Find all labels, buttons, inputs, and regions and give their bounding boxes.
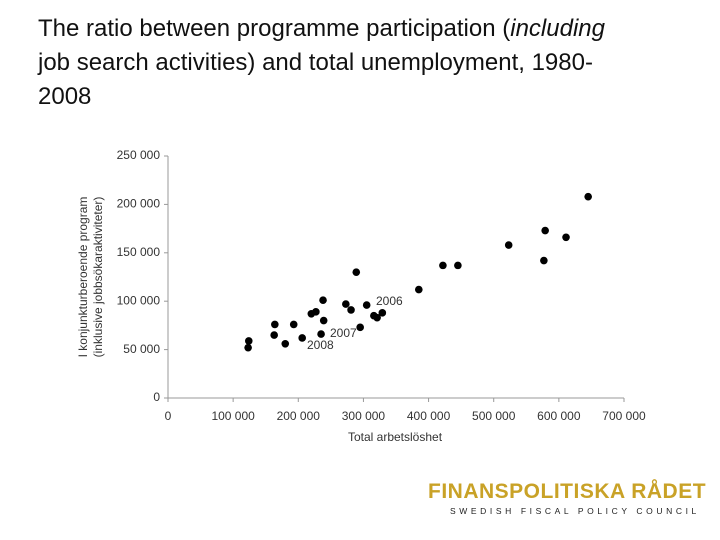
point: [541, 226, 549, 235]
title: The ratio between programme participatio…: [38, 12, 608, 114]
point: [270, 331, 278, 339]
annotation: 2008: [307, 338, 334, 352]
y-axis-label: (inklusive jobbsökaraktiviteter): [91, 197, 105, 358]
point: [439, 261, 447, 270]
point: [281, 339, 290, 348]
point: [504, 241, 513, 249]
point: [319, 296, 327, 305]
point: [244, 343, 252, 352]
point: [352, 268, 361, 276]
point: [319, 316, 328, 325]
x-tick-label: 700 000: [602, 409, 646, 423]
x-tick-label: 300 000: [342, 409, 386, 423]
point: [356, 323, 364, 332]
point: [540, 256, 548, 265]
x-tick-label: 100 000: [211, 409, 255, 423]
y-tick-label: 150 000: [117, 245, 161, 259]
x-tick-label: 600 000: [537, 409, 581, 423]
annotation: 2006: [376, 294, 403, 308]
point: [584, 192, 592, 201]
y-axis-label: I konjunkturberoende program: [76, 197, 90, 358]
point: [454, 261, 462, 270]
point: [342, 300, 350, 308]
y-tick-label: 250 000: [117, 148, 161, 162]
annotation: 2007: [330, 326, 357, 340]
x-tick-label: 400 000: [407, 409, 451, 423]
x-axis-label: Total arbetslöshet: [348, 430, 443, 444]
y-tick-label: 100 000: [117, 293, 161, 307]
y-tick-label: 200 000: [117, 197, 161, 211]
x-tick-label: 200 000: [277, 409, 321, 423]
point: [562, 233, 570, 242]
point: [378, 309, 387, 317]
point: [362, 301, 371, 309]
point: [347, 306, 355, 314]
chart: Total arbetslöshet I konjunkturberoende …: [76, 148, 646, 444]
title-part: The ratio between programme participatio…: [38, 15, 511, 42]
point: [271, 320, 279, 329]
point: [312, 308, 320, 316]
y-tick-label: 50 000: [123, 342, 160, 356]
logo-tagline: SWEDISH FISCAL POLICY COUNCIL: [450, 506, 700, 516]
y-tick-label: 0: [153, 390, 160, 404]
title-part: job search activities) and total unemplo…: [38, 49, 593, 110]
logo-name: FINANSPOLITISKA RÅDET: [428, 480, 707, 503]
point: [415, 285, 423, 294]
point: [244, 337, 253, 345]
x-tick-label: 500 000: [472, 409, 516, 423]
x-tick-label: 0: [165, 409, 172, 423]
point: [373, 313, 381, 322]
point: [298, 334, 306, 342]
point: [289, 320, 298, 329]
title-part: including: [510, 15, 605, 42]
point: [317, 330, 325, 338]
